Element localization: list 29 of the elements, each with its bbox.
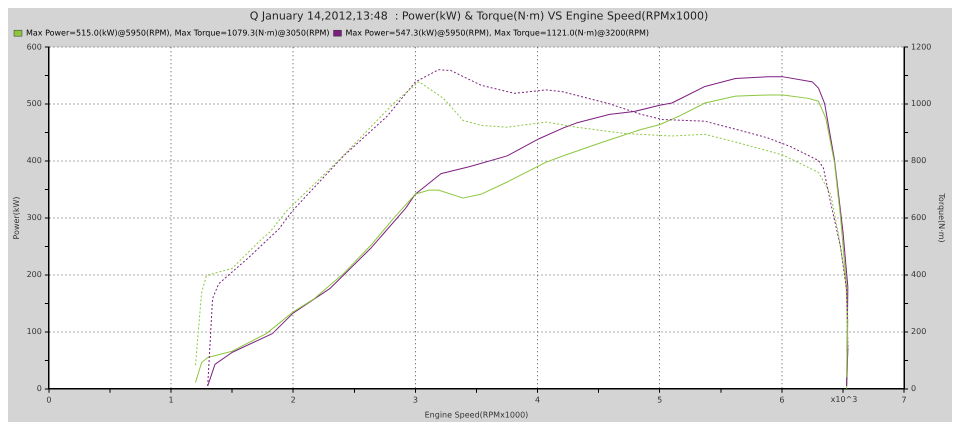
- x-tick-label: 0: [46, 396, 52, 405]
- legend-label: Max Power=515.0(kW)@5950(RPM), Max Torque=1079.3(N·m)@3050(RPM): [26, 28, 330, 38]
- y-tick-label: 100: [26, 326, 42, 336]
- x-tick-label: 1: [168, 396, 174, 405]
- y-tick-label: 300: [26, 213, 42, 222]
- y-axis-title: Power(kW): [12, 196, 21, 240]
- legend-label: Max Power=547.3(kW)@5950(RPM), Max Torque=1121.0(N·m)@3200(RPM): [346, 28, 649, 38]
- x-axis-title: Engine Speed(RPMx1000): [424, 410, 528, 420]
- y2-tick-label: 1000: [911, 99, 932, 108]
- y2-tick-label: 1200: [911, 42, 932, 52]
- y2-tick-label: 400: [911, 270, 926, 280]
- y2-tick-label: 800: [911, 156, 926, 166]
- y2-tick-label: 0: [911, 384, 916, 393]
- y-tick-label: 400: [26, 156, 42, 166]
- y-tick-label: 500: [26, 99, 42, 108]
- y2-tick-label: 600: [911, 213, 926, 222]
- x-tick-label: 3: [412, 396, 418, 405]
- y-tick-label: 0: [36, 384, 42, 393]
- x-tick-label: 4: [534, 396, 540, 405]
- x-tick-label: 2: [290, 396, 296, 405]
- chart-title: Q January 14,2012,13:48 : Power(kW) & Torque(N·m) VS Engine Speed(RPMx1000): [250, 9, 708, 22]
- x-tick-label: 7: [901, 396, 907, 405]
- x-tick-label: 5: [657, 396, 662, 405]
- x-tick-label: 6: [779, 396, 784, 405]
- text: x10^3: [830, 394, 858, 404]
- y2-axis-title: Torque(N·m): [937, 192, 946, 243]
- y-tick-label: 600: [26, 42, 42, 52]
- y2-tick-label: 200: [911, 326, 926, 336]
- y-tick-label: 200: [26, 270, 42, 280]
